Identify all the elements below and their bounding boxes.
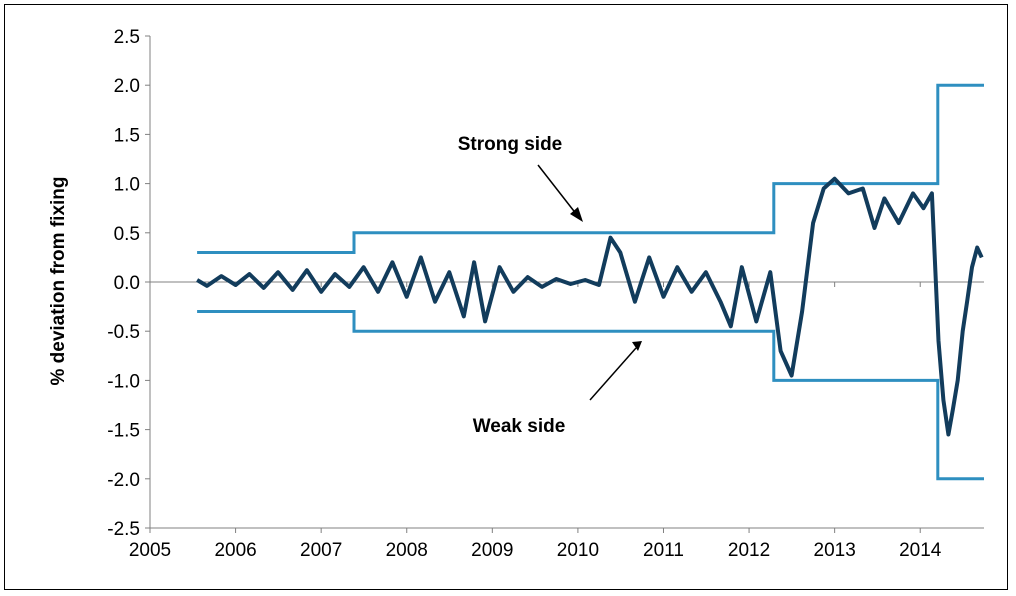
y-tick-label: -1.0 [107,371,140,392]
y-tick-label: -2.0 [107,470,140,491]
fluctuation-bands [197,83,984,481]
x-tick-label: 2009 [471,540,513,561]
weak-side-label: Weak side [473,416,566,437]
y-tick-label: 0.5 [114,224,140,245]
x-tick-label: 2011 [643,540,684,561]
y-tick-label: -2.5 [107,519,140,540]
x-tick-label: 2010 [557,540,599,561]
x-tick-label: 2005 [129,540,171,561]
y-axis-title: % deviation from fixing [48,176,69,385]
x-tick-label: 2006 [214,540,256,561]
y-tick-label: 0.0 [114,273,140,294]
y-tick-label: -0.5 [107,322,140,343]
y-tick-label: 2.5 [114,27,140,48]
y-tick-label: 1.5 [114,125,140,146]
deviation-series [196,176,984,437]
x-tick-label: 2013 [814,540,856,561]
lower-band-line [197,310,984,481]
chart-frame [4,4,1008,590]
x-tick-label: 2012 [728,540,770,561]
deviation-line [196,176,984,437]
x-tick-label: 2007 [300,540,342,561]
weak-side-arrowhead [632,341,642,351]
y-tick-label: 1.0 [114,175,140,196]
weak-side-arrow [589,347,637,401]
x-tick-label: 2014 [899,540,942,561]
y-tick-label: 2.0 [114,76,140,97]
x-tick-label: 2008 [386,540,428,561]
y-tick-label: -1.5 [107,421,140,442]
strong-side-arrow [537,164,578,216]
strong-side-label: Strong side [458,134,563,155]
strong-side-arrowhead [570,207,583,222]
axes: -2.5 -2.0 -1.5 -1.0 -0.5 0.0 0.5 1.0 1.5 2.0 2.5 20… [107,27,984,561]
upper-band-line [197,83,984,254]
annotations: Strong side Weak side [458,134,642,437]
